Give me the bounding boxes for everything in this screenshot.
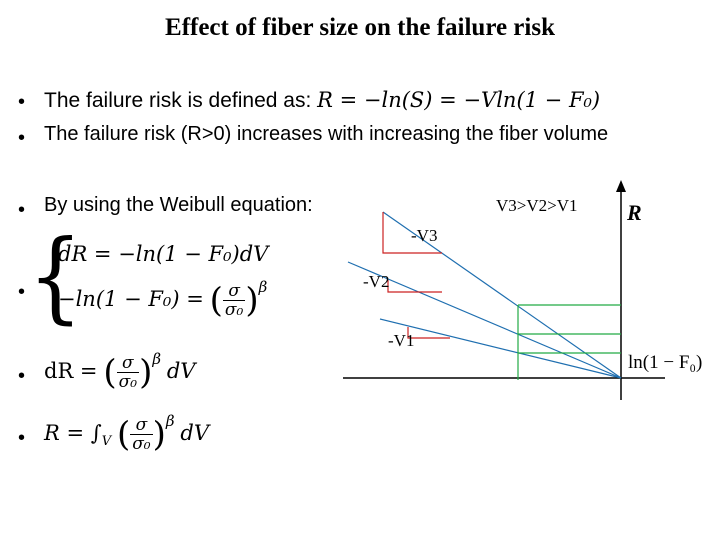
triangle-v1 (407, 327, 450, 339)
slope-label-v2: -V2 (363, 272, 390, 291)
equation-dr-text: dR = −ln(1 − F₀)dV (58, 242, 269, 266)
failure-risk-formula: R = −ln(S) = −Vln(1 − F₀) (317, 88, 601, 112)
slide-title: Effect of fiber size on the failure risk (165, 14, 555, 41)
volume-relation-label: V3>V2>V1 (496, 196, 578, 215)
bullet-marker: • (18, 427, 26, 449)
equation-r-right: dV (180, 421, 210, 445)
bullet-failure-risk-definition: The failure risk is defined as: R = −ln(… (44, 88, 600, 113)
equation-r-integral: R = ∫V (σ σ₀)β dV (44, 412, 210, 455)
equation-dr: dR = −ln(1 − F₀)dV (58, 242, 268, 267)
beta-exponent: β (165, 412, 175, 430)
equation-dr-sigma: dR = (σ σ₀)β dV (44, 350, 196, 393)
bullet-weibull-equation: By using the Weibull equation: (44, 194, 313, 216)
equation-weibull-left: −ln(1 − F₀) = (58, 287, 204, 311)
bullet-marker: • (18, 127, 26, 149)
x-axis-label: ln(1 − F₀) (628, 352, 703, 373)
sigma-fraction: σ σ₀ (130, 414, 153, 454)
bullet-marker: • (18, 199, 26, 221)
r-axis-label: R (627, 200, 642, 225)
bullet-failure-risk-increase: The failure risk (R>0) increases with in… (44, 123, 609, 145)
equation-r-left: R = ∫ (44, 421, 102, 445)
slope-label-v1: -V1 (388, 331, 415, 350)
sigma-fraction: σ σ₀ (116, 352, 140, 392)
integral-subscript: V (101, 434, 112, 450)
triangle-v2 (387, 280, 442, 293)
beta-exponent: β (152, 350, 161, 368)
system-brace: { (28, 219, 83, 335)
bullet-text: The failure risk is defined as: (44, 89, 318, 112)
equation-dr-left: dR = (44, 359, 98, 383)
bullet-marker: • (18, 91, 26, 113)
slope-label-v3: -V3 (411, 226, 438, 245)
triangle-v3 (382, 212, 442, 254)
line-v3 (382, 211, 622, 379)
equation-dr-right: dV (166, 359, 196, 383)
line-v1 (379, 318, 622, 379)
bullet-marker: • (18, 365, 26, 387)
line-v2 (347, 261, 622, 379)
beta-exponent: β (258, 278, 268, 296)
equation-weibull: −ln(1 − F₀) = (σ σ₀)β (58, 278, 268, 321)
sigma-fraction: σ σ₀ (222, 280, 246, 320)
bullet-marker: • (18, 281, 26, 303)
y-axis-arrow (616, 180, 626, 192)
